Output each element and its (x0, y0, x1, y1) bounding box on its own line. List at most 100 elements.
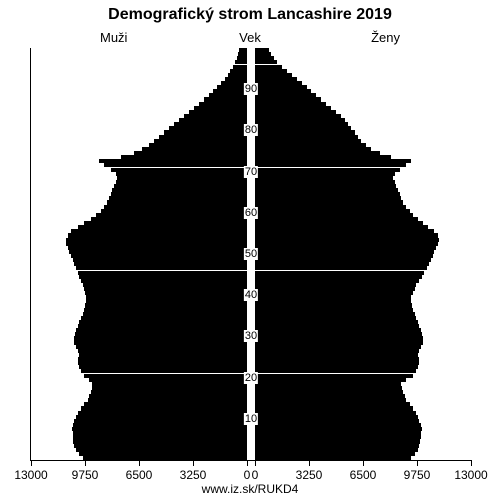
shadow-bar-right (255, 423, 421, 427)
shadow-bar-right (255, 456, 411, 460)
y-tick-label: 60 (244, 207, 258, 219)
shadow-bar-right (255, 275, 422, 279)
shadow-bar-left (85, 303, 247, 307)
shadow-bar-left (164, 130, 247, 134)
shadow-bar-left (96, 213, 247, 217)
shadow-bar-right (255, 85, 307, 89)
shadow-bar-right (255, 291, 413, 295)
shadow-bar-left (114, 184, 247, 188)
shadow-bar-right (255, 238, 439, 242)
shadow-bar-left (84, 221, 247, 225)
shadow-bar-left (74, 336, 247, 340)
shadow-bar-left (81, 406, 247, 410)
shadow-bar-right (255, 225, 428, 229)
shadow-bar-right (255, 168, 400, 172)
shadow-bar-right (255, 394, 405, 398)
shadow-bar-right (255, 122, 348, 126)
shadow-bar-left (86, 295, 247, 299)
shadow-bar-left (235, 60, 247, 64)
shadow-bar-left (81, 369, 247, 373)
shadow-bar-left (101, 209, 247, 213)
shadow-bar-left (83, 312, 247, 316)
shadow-bar-left (73, 423, 247, 427)
source-url: www.iz.sk/RUKD4 (0, 482, 500, 496)
y-tick-label: 30 (244, 330, 258, 342)
shadow-bar-right (255, 431, 421, 435)
shadow-bar-right (255, 345, 421, 349)
shadow-bar-right (255, 336, 423, 340)
shadow-bar-right (255, 332, 422, 336)
shadow-bar-right (255, 159, 411, 163)
shadow-bar-right (255, 147, 371, 151)
shadow-bar-right (255, 361, 419, 365)
shadow-bar-right (255, 48, 269, 52)
shadow-bar-right (255, 65, 282, 69)
shadow-bar-right (255, 188, 398, 192)
x-tick (471, 460, 472, 466)
shadow-bar-left (78, 357, 247, 361)
x-tick-label: 6500 (350, 468, 377, 482)
shadow-bar-right (255, 77, 297, 81)
shadow-bar-left (76, 448, 247, 452)
shadow-bar-right (255, 386, 402, 390)
shadow-bar-left (74, 444, 247, 448)
shadow-bar-left (83, 283, 247, 287)
shadow-bar-right (255, 196, 401, 200)
shadow-bar-left (78, 271, 247, 275)
shadow-bar-right (255, 448, 418, 452)
shadow-bar-left (238, 52, 247, 56)
shadow-bar-left (78, 361, 247, 365)
shadow-bar-left (159, 135, 247, 139)
shadow-bar-left (76, 415, 247, 419)
shadow-bar-left (72, 427, 247, 431)
label-men: Muži (100, 30, 127, 45)
y-tick-label: 80 (244, 124, 258, 136)
shadow-bar-left (149, 143, 247, 147)
shadow-bar-right (255, 353, 418, 357)
shadow-bar-right (255, 378, 406, 382)
shadow-bar-right (255, 213, 413, 217)
y-tick-label: 20 (244, 372, 258, 384)
shadow-bar-left (73, 439, 247, 443)
shadow-bar-left (84, 308, 247, 312)
shadow-bar-right (255, 126, 351, 130)
x-tick (193, 460, 194, 466)
x-tick (31, 460, 32, 466)
shadow-bar-right (255, 89, 311, 93)
shadow-bar-right (255, 151, 380, 155)
shadow-bar-right (255, 283, 416, 287)
shadow-bar-left (69, 250, 247, 254)
shadow-bar-left (111, 192, 247, 196)
label-women: Ženy (371, 30, 400, 45)
shadow-bar-right (255, 254, 433, 258)
shadow-bar-right (255, 324, 419, 328)
x-tick-label: 13000 (14, 468, 47, 482)
shadow-bar-left (73, 258, 247, 262)
shadow-bar-left (209, 93, 247, 97)
shadow-bar-left (107, 200, 247, 204)
shadow-bar-right (255, 287, 415, 291)
shadow-bar-right (255, 217, 418, 221)
shadow-bar-left (84, 287, 247, 291)
shadow-bar-left (237, 56, 247, 60)
shadow-bar-left (117, 176, 247, 180)
y-tick-label: 10 (244, 413, 258, 425)
shadow-bar-left (74, 419, 247, 423)
shadow-bar-right (255, 184, 396, 188)
shadow-bar-right (255, 163, 406, 167)
shadow-bar-right (255, 246, 436, 250)
shadow-bar-right (255, 81, 302, 85)
shadow-bar-right (255, 349, 419, 353)
shadow-bar-right (255, 328, 421, 332)
shadow-bar-left (68, 233, 247, 237)
x-tick-label: 3250 (180, 468, 207, 482)
shadow-bar-left (104, 163, 247, 167)
shadow-bar-right (255, 114, 341, 118)
shadow-bar-left (109, 196, 247, 200)
shadow-bar-left (89, 394, 247, 398)
shadow-bar-left (194, 106, 247, 110)
shadow-bar-left (79, 365, 247, 369)
y-tick-label: 70 (244, 166, 258, 178)
pyramid-container: Demografický strom Lancashire 2019 Muži … (0, 0, 500, 500)
shadow-bar-left (76, 345, 247, 349)
